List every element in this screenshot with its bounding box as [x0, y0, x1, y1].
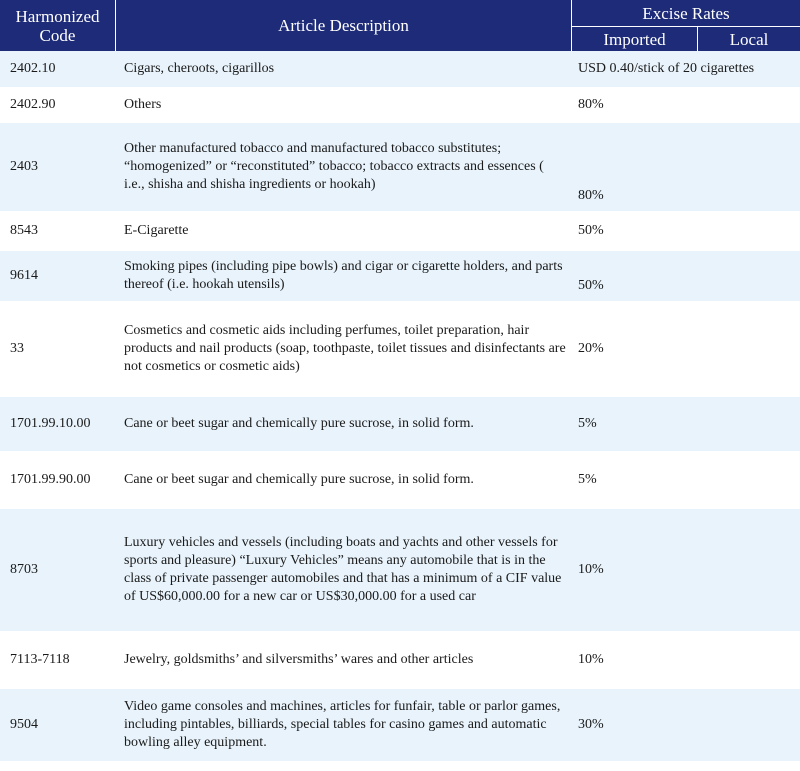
row-imported-rate: 10% — [572, 509, 800, 633]
row-imported-rate: 50% — [572, 251, 800, 303]
row-code: 2402.90 — [0, 89, 116, 123]
row-description: Cigars, cheroots, cigarillos — [116, 51, 572, 89]
row-description: Jewelry, goldsmiths’ and silversmiths’ w… — [116, 633, 572, 689]
table-row: 2402.90 Others 80% — [0, 89, 800, 123]
row-code: 2402.10 — [0, 51, 116, 89]
row-description: E-Cigarette — [116, 213, 572, 251]
table-row: 8703 Luxury vehicles and vessels (includ… — [0, 509, 800, 633]
header-excise-rates: Excise Rates — [572, 0, 800, 27]
row-description: Cane or beet sugar and chemically pure s… — [116, 397, 572, 453]
table-row: 2402.10 Cigars, cheroots, cigarillos USD… — [0, 51, 800, 89]
row-code: 1701.99.10.00 — [0, 397, 116, 453]
row-code: 9504 — [0, 689, 116, 763]
table-row: 9614 Smoking pipes (including pipe bowls… — [0, 251, 800, 303]
row-code: 7113-7118 — [0, 633, 116, 689]
row-description: Luxury vehicles and vessels (including b… — [116, 509, 572, 633]
row-code: 8543 — [0, 213, 116, 251]
row-imported-rate: 80% — [572, 123, 800, 213]
row-description: Others — [116, 89, 572, 123]
row-code: 1701.99.90.00 — [0, 453, 116, 509]
row-description: Cane or beet sugar and chemically pure s… — [116, 453, 572, 509]
header-imported: Imported — [572, 27, 698, 51]
row-imported-rate: 50% — [572, 213, 800, 251]
header-article-description: Article Description — [116, 0, 572, 51]
header-local: Local — [698, 27, 800, 51]
row-description: Other manufactured tobacco and manufactu… — [116, 123, 572, 213]
table-row: 1701.99.90.00 Cane or beet sugar and che… — [0, 453, 800, 509]
header-harmonized-code: Harmonized Code — [0, 0, 116, 51]
table-row: 1701.99.10.00 Cane or beet sugar and che… — [0, 397, 800, 453]
table-row: 9504 Video game consoles and machines, a… — [0, 689, 800, 763]
row-imported-rate: 80% — [572, 89, 800, 123]
row-imported-rate: 10% — [572, 633, 800, 689]
row-description: Cosmetics and cosmetic aids including pe… — [116, 303, 572, 397]
row-code: 8703 — [0, 509, 116, 633]
row-imported-rate: 20% — [572, 303, 800, 397]
table-row: 2403 Other manufactured tobacco and manu… — [0, 123, 800, 213]
table-row: 8543 E-Cigarette 50% — [0, 213, 800, 251]
row-code: 9614 — [0, 251, 116, 303]
table-header: Harmonized Code Article Description Exci… — [0, 0, 800, 51]
row-imported-rate: USD 0.40/stick of 20 cigarettes — [572, 51, 800, 89]
table-row: 7113-7118 Jewelry, goldsmiths’ and silve… — [0, 633, 800, 689]
row-description: Smoking pipes (including pipe bowls) and… — [116, 251, 572, 303]
table-row: 33 Cosmetics and cosmetic aids including… — [0, 303, 800, 397]
table-body: 2402.10 Cigars, cheroots, cigarillos USD… — [0, 51, 800, 763]
row-imported-rate: 5% — [572, 397, 800, 453]
row-imported-rate: 30% — [572, 689, 800, 763]
row-code: 2403 — [0, 123, 116, 213]
row-imported-rate: 5% — [572, 453, 800, 509]
row-code: 33 — [0, 303, 116, 397]
row-description: Video game consoles and machines, articl… — [116, 689, 572, 763]
